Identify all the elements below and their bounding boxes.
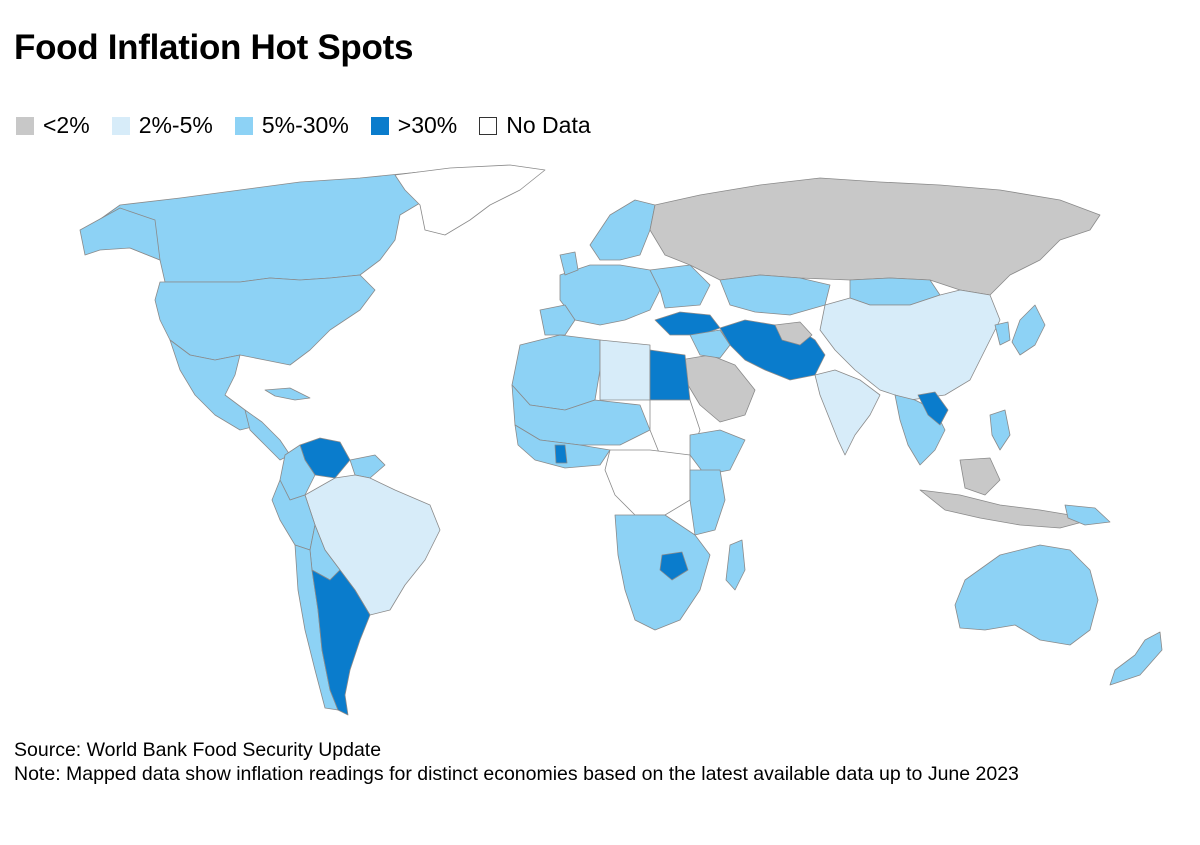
map-western-europe: [559, 264, 661, 326]
map-saudi-arabia: [679, 354, 756, 423]
legend-item-gt30: >30%: [370, 112, 458, 139]
legend-swatch-2to5: [111, 116, 130, 135]
map-greenland: [394, 164, 546, 236]
legend-item-5to30: 5%-30%: [234, 112, 349, 139]
legend-label-5to30: 5%-30%: [261, 112, 349, 138]
legend-swatch-lt2: [16, 116, 34, 135]
map-usa: [154, 274, 376, 366]
map-central-africa: [604, 449, 691, 516]
map-scandinavia: [589, 199, 656, 261]
map-kazakhstan: [719, 274, 831, 316]
legend-label-lt2: <2%: [43, 112, 90, 138]
map-cuba: [264, 387, 311, 401]
map-east-africa: [689, 469, 726, 536]
map-china: [819, 289, 1001, 401]
chart-title: Food Inflation Hot Spots: [14, 28, 414, 67]
map-argentina: [311, 569, 371, 716]
world-map: [79, 164, 1163, 716]
legend: <2% 2%-5% 5%-30% >30% No Data: [16, 112, 613, 139]
legend-swatch-gt30: [370, 116, 389, 135]
map-uk: [559, 251, 579, 276]
legend-item-nodata: No Data: [479, 112, 591, 139]
map-laos: [917, 391, 949, 426]
map-north-africa-west: [511, 334, 601, 411]
legend-label-2to5: 2%-5%: [138, 112, 213, 138]
map-new-guinea: [1064, 504, 1111, 526]
map-libya: [599, 339, 651, 401]
legend-swatch-nodata: [479, 116, 498, 135]
map-philippines: [989, 409, 1011, 451]
map-australia: [954, 544, 1099, 646]
map-borneo: [959, 457, 1001, 496]
note-text: Note: Mapped data show inflation reading…: [14, 763, 1019, 785]
map-madagascar: [725, 539, 746, 591]
map-egypt: [649, 349, 691, 401]
source-text: Source: World Bank Food Security Update: [14, 739, 382, 761]
legend-item-2to5: 2%-5%: [111, 112, 213, 139]
legend-item-lt2: <2%: [16, 112, 90, 139]
map-central-america: [244, 409, 291, 461]
legend-swatch-5to30: [234, 116, 253, 135]
map-alaska: [79, 207, 161, 261]
map-afghanistan: [774, 321, 813, 346]
map-india: [814, 369, 881, 456]
map-korea: [994, 321, 1011, 346]
map-eastern-europe: [649, 264, 711, 309]
map-zimbabwe: [659, 551, 689, 581]
map-indonesia: [919, 489, 1091, 529]
map-iraq-syria: [689, 329, 731, 359]
footer: Source: World Bank Food Security Update …: [14, 738, 1189, 786]
map-russia: [649, 177, 1101, 296]
legend-label-nodata: No Data: [506, 112, 591, 138]
map-new-zealand: [1109, 631, 1163, 686]
map-guianas: [349, 454, 386, 479]
map-iberia: [539, 304, 576, 336]
map-japan: [1011, 304, 1046, 356]
map-ghana: [554, 444, 568, 464]
map-horn-of-africa: [689, 429, 746, 476]
map-canada: [84, 171, 426, 283]
legend-label-gt30: >30%: [397, 112, 458, 138]
